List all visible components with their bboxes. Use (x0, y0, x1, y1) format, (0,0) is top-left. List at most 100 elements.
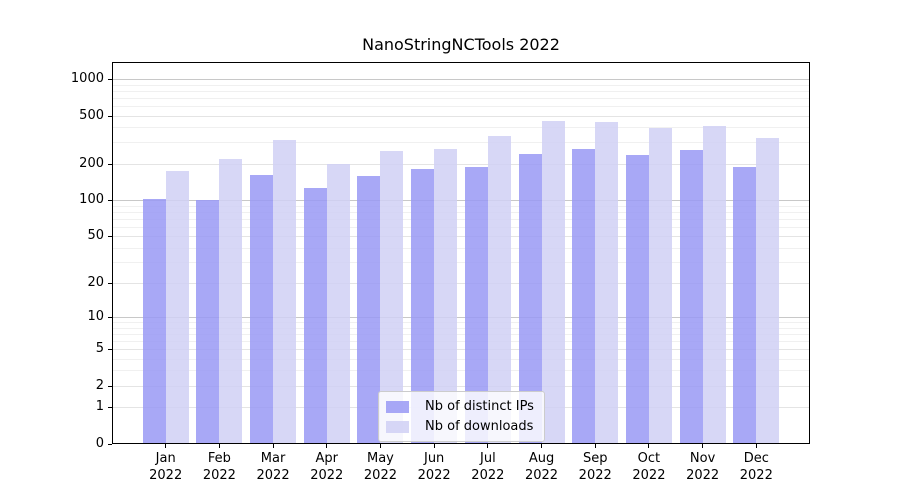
bar-distinct-ips (518, 153, 542, 444)
y-axis-tick-label: 500 (79, 107, 104, 123)
x-label-month: Apr (315, 451, 339, 466)
x-axis-tick-label: Feb 2022 (187, 450, 251, 484)
bar-downloads (702, 125, 726, 444)
x-label-year: 2022 (632, 468, 666, 483)
bar-downloads (595, 121, 619, 444)
x-axis-tick (433, 444, 435, 448)
major-gridline (112, 348, 810, 350)
x-axis-tick-label: Apr 2022 (295, 450, 359, 484)
bar-distinct-ips (142, 198, 166, 444)
x-label-month: Jun (423, 451, 445, 466)
legend-item-distinct-ips: Nb of distinct IPs (386, 399, 534, 414)
y-axis-tick (108, 385, 112, 387)
legend: Nb of distinct IPs Nb of downloads (378, 391, 545, 442)
x-axis-tick (165, 444, 167, 448)
x-label-year: 2022 (417, 468, 451, 483)
x-axis-tick (326, 444, 328, 448)
x-label-month: Nov (689, 451, 716, 466)
y-axis-tick (108, 348, 112, 350)
x-axis-tick-label: Dec 2022 (724, 450, 788, 484)
legend-item-downloads: Nb of downloads (386, 419, 534, 434)
minor-gridline (112, 211, 810, 213)
x-axis-tick (594, 444, 596, 448)
minor-gridline (112, 226, 810, 228)
major-gridline (112, 200, 810, 201)
y-axis-tick-label: 200 (79, 155, 104, 171)
x-label-year: 2022 (578, 468, 612, 483)
x-label-year: 2022 (524, 468, 559, 483)
x-axis-tick-label: Aug 2022 (510, 450, 574, 484)
bar-downloads (756, 137, 780, 444)
x-label-year: 2022 (471, 468, 505, 483)
minor-gridline (112, 262, 810, 264)
x-label-year: 2022 (256, 468, 290, 483)
bar-distinct-ips (464, 166, 488, 444)
x-axis-tick-label: Mar 2022 (241, 450, 305, 484)
x-label-year: 2022 (363, 468, 397, 483)
legend-swatch-distinct-ips (386, 400, 409, 413)
x-label-year: 2022 (202, 468, 236, 483)
x-axis-tick (379, 444, 381, 448)
minor-gridline (112, 333, 810, 335)
x-label-month: Aug (528, 451, 555, 466)
bar-distinct-ips (572, 148, 596, 444)
minor-gridline (112, 127, 810, 129)
bar-downloads (326, 164, 350, 444)
bar-distinct-ips (733, 166, 757, 444)
minor-gridline (112, 90, 810, 92)
x-label-year: 2022 (739, 468, 773, 483)
minor-gridline (112, 322, 810, 324)
x-axis-tick-label: Sep 2022 (563, 450, 627, 484)
minor-gridline (112, 218, 810, 220)
bar-distinct-ips (411, 168, 435, 444)
bar-downloads (541, 121, 565, 444)
minor-gridline (112, 247, 810, 249)
x-axis-tick (487, 444, 489, 448)
bar-downloads (219, 158, 243, 444)
major-gridline (112, 316, 810, 318)
minor-gridline (112, 205, 810, 207)
x-label-month: Feb (207, 451, 231, 466)
x-label-month: Oct (637, 451, 661, 466)
y-axis-tick-label: 20 (87, 274, 104, 290)
y-axis-tick-label: 1 (95, 398, 104, 414)
x-label-month: Jan (155, 451, 176, 466)
y-axis-tick-label: 10 (87, 308, 104, 324)
chart-title: NanoStringNCTools 2022 (362, 35, 560, 54)
legend-label-distinct-ips: Nb of distinct IPs (425, 399, 534, 414)
legend-label-downloads: Nb of downloads (425, 419, 534, 434)
x-axis-tick (218, 444, 220, 448)
x-axis-tick-label: Jul 2022 (456, 450, 520, 484)
legend-swatch-downloads (386, 420, 409, 433)
y-axis-tick (108, 115, 112, 117)
major-gridline (112, 163, 810, 165)
x-label-year: 2022 (310, 468, 344, 483)
x-axis-tick (272, 444, 274, 448)
y-axis-tick (108, 282, 112, 284)
bar-downloads (165, 170, 189, 444)
bar-distinct-ips (196, 200, 220, 444)
x-label-month: Mar (260, 451, 286, 466)
major-gridline (112, 385, 810, 387)
major-gridline (112, 282, 810, 284)
x-label-year: 2022 (686, 468, 720, 483)
major-gridline (112, 79, 810, 80)
plot-area: Nb of distinct IPs Nb of downloads (112, 62, 810, 444)
x-axis-tick-label: Jan 2022 (134, 450, 198, 484)
y-axis-tick-label: 5 (95, 340, 104, 356)
x-label-month: Jul (480, 451, 496, 466)
x-axis-tick-label: Oct 2022 (617, 450, 681, 484)
x-label-month: Dec (743, 451, 769, 466)
x-axis-tick (541, 444, 543, 448)
x-label-year: 2022 (149, 468, 183, 483)
minor-gridline (112, 97, 810, 99)
minor-gridline (112, 327, 810, 329)
bar-downloads (434, 148, 458, 444)
y-axis-tick (108, 79, 112, 80)
minor-gridline (112, 370, 810, 372)
x-axis-tick-label: Nov 2022 (671, 450, 735, 484)
minor-gridline (112, 84, 810, 86)
y-axis-tick (108, 163, 112, 165)
x-axis-tick (702, 444, 704, 448)
y-axis-tick-label: 0 (95, 435, 104, 451)
